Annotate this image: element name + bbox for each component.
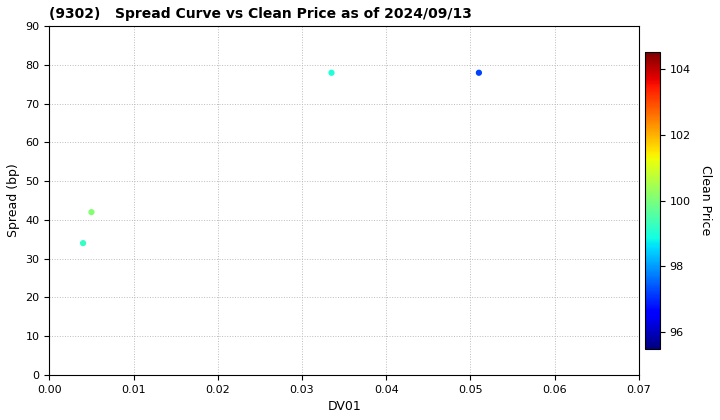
- Point: [325, 69, 337, 76]
- Point: [77, 240, 89, 247]
- Point: [473, 69, 485, 76]
- X-axis label: DV01: DV01: [328, 400, 361, 413]
- Text: (9302)   Spread Curve vs Clean Price as of 2024/09/13: (9302) Spread Curve vs Clean Price as of…: [50, 7, 472, 21]
- Y-axis label: Clean Price: Clean Price: [698, 165, 711, 236]
- Point: [86, 209, 97, 215]
- Y-axis label: Spread (bp): Spread (bp): [7, 164, 20, 237]
